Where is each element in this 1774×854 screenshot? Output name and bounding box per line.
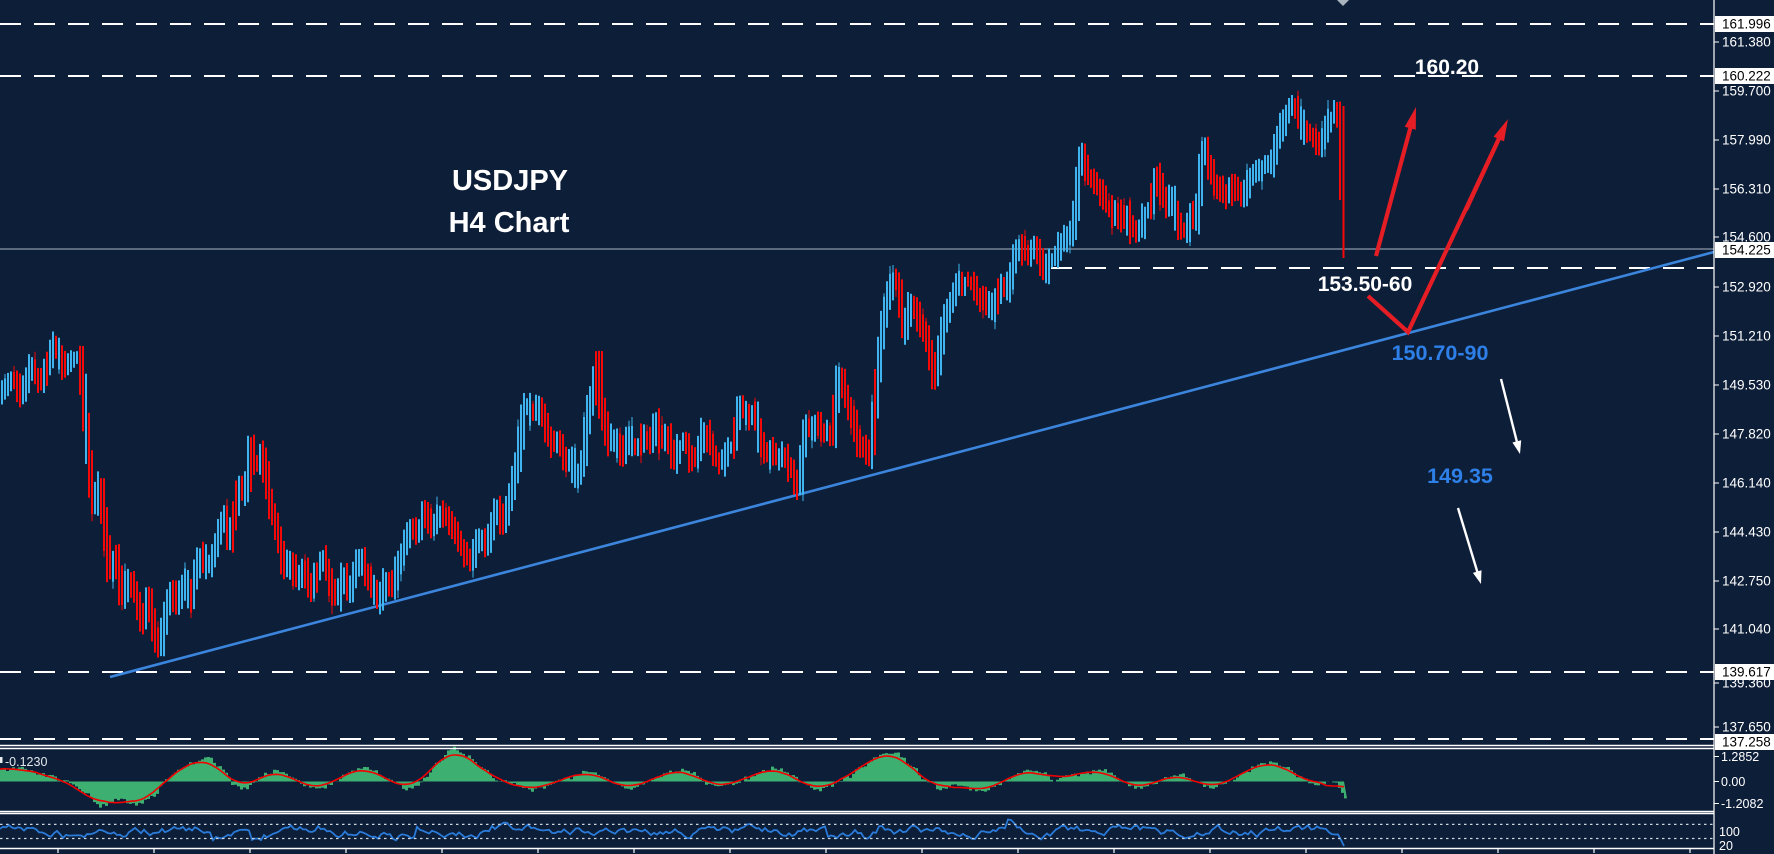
svg-text:USDJPY: USDJPY	[452, 165, 568, 197]
svg-text:149.35: 149.35	[1427, 464, 1493, 488]
svg-text:H4 Chart: H4 Chart	[449, 207, 570, 239]
svg-text:157.990: 157.990	[1722, 133, 1771, 148]
svg-text:146.140: 146.140	[1722, 476, 1771, 491]
svg-text:161.380: 161.380	[1722, 35, 1771, 50]
svg-text:144.430: 144.430	[1722, 525, 1771, 540]
svg-text:139.617: 139.617	[1722, 665, 1771, 680]
svg-text:151.210: 151.210	[1722, 329, 1771, 344]
svg-text:154.600: 154.600	[1722, 230, 1771, 245]
svg-text:142.750: 142.750	[1722, 574, 1771, 589]
svg-text:160.222: 160.222	[1722, 69, 1771, 84]
svg-text:137.258: 137.258	[1722, 735, 1771, 750]
svg-text:154.225: 154.225	[1722, 243, 1771, 258]
svg-text:150.70-90: 150.70-90	[1392, 341, 1489, 365]
svg-text:100: 100	[1719, 825, 1740, 839]
svg-text:0.00: 0.00	[1721, 775, 1745, 789]
svg-text:159.700: 159.700	[1722, 84, 1771, 99]
svg-text:156.310: 156.310	[1722, 182, 1771, 197]
svg-text:141.040: 141.040	[1722, 622, 1771, 637]
svg-text:153.50-60: 153.50-60	[1318, 273, 1413, 296]
svg-text:-0.1230: -0.1230	[5, 755, 47, 769]
svg-text:147.820: 147.820	[1722, 427, 1771, 442]
svg-text:152.920: 152.920	[1722, 280, 1771, 295]
svg-text:20: 20	[1719, 839, 1733, 853]
svg-text:149.530: 149.530	[1722, 378, 1771, 393]
svg-text:160.20: 160.20	[1415, 56, 1479, 79]
svg-text:-1.2082: -1.2082	[1721, 797, 1763, 811]
svg-text:1.2852: 1.2852	[1721, 750, 1759, 764]
svg-text:161.996: 161.996	[1722, 17, 1771, 32]
svg-text:137.650: 137.650	[1722, 720, 1771, 735]
